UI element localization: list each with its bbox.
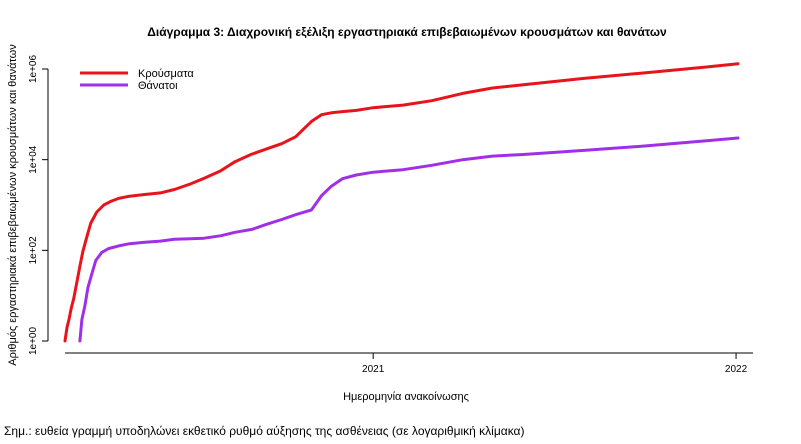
legend-label-0: Κρούσματα [138, 68, 194, 80]
chart-title: Διάγραμμα 3: Διαχρονική εξέλιξη εργαστηρ… [147, 25, 667, 39]
y-tick-label-2: 1e+04 [28, 145, 39, 174]
x-axis: 2021 2022 [65, 352, 753, 375]
x-axis-label: Ημερομηνία ανακοίνωσης [343, 391, 469, 403]
legend-label-1: Θάνατοι [138, 80, 178, 92]
footnote: Σημ.: ευθεία γραμμή υποδηλώνει εκθετικό … [4, 424, 525, 438]
y-tick-label-0: 1e+00 [28, 327, 39, 356]
chart: Διάγραμμα 3: Διαχρονική εξέλιξη εργαστηρ… [7, 25, 753, 403]
y-axis: 1e+00 1e+02 1e+04 1e+06 [28, 55, 49, 356]
y-tick-label-1: 1e+02 [28, 236, 39, 265]
x-tick-label-1: 2022 [725, 364, 748, 375]
y-axis-label: Αριθμός εργαστηριακά επιβεβαιωμένων κρου… [7, 44, 19, 366]
y-tick-label-3: 1e+06 [28, 55, 39, 84]
x-tick-label-0: 2021 [362, 364, 385, 375]
series-line-0 [63, 62, 740, 343]
series-layer [63, 62, 740, 343]
series-line-1 [78, 136, 740, 343]
